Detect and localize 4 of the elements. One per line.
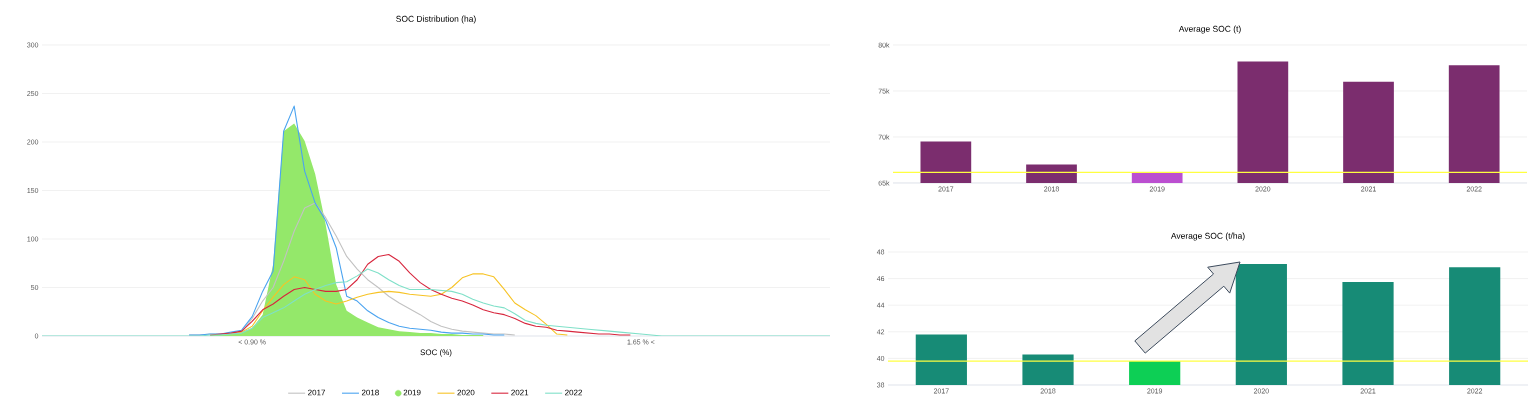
line-series — [188, 105, 505, 336]
chart-title: Average SOC (t/ha) — [1170, 232, 1245, 241]
chart-title: Average SOC (t) — [1178, 25, 1241, 34]
chart-title: SOC Distribution (ha) — [396, 15, 476, 24]
